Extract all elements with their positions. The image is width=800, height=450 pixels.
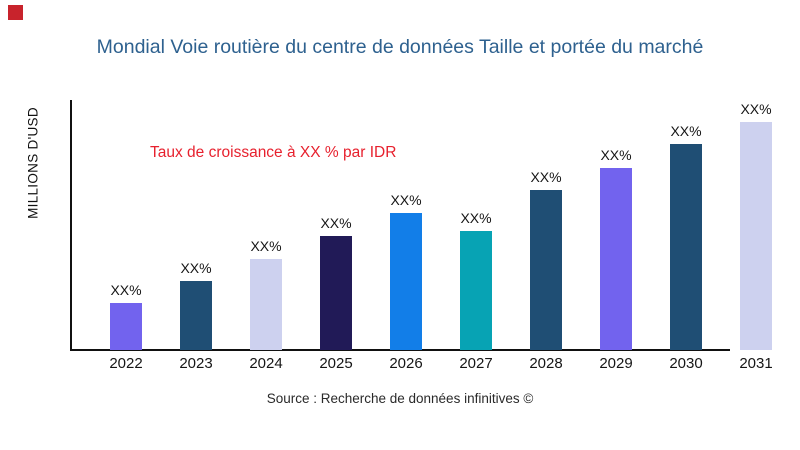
x-tick-label-2025: 2025	[319, 355, 353, 372]
x-tick-label-2026: 2026	[389, 355, 423, 372]
bar-2025	[320, 236, 352, 350]
bar-value-label-2030: XX%	[670, 123, 702, 139]
bar-value-label-2028: XX%	[530, 169, 562, 185]
x-tick-label-2031: 2031	[739, 355, 773, 372]
bar-value-label-2023: XX%	[180, 260, 212, 276]
bar-2029	[600, 168, 632, 350]
y-axis-title: MILLIONS D'USD	[25, 107, 41, 219]
x-tick-label-2023: 2023	[179, 355, 213, 372]
bar-value-label-2024: XX%	[250, 238, 282, 254]
x-tick-label-2024: 2024	[249, 355, 283, 372]
x-tick-label-2029: 2029	[599, 355, 633, 372]
bar-value-label-2027: XX%	[460, 210, 492, 226]
growth-rate-annotation: Taux de croissance à XX % par IDR	[150, 144, 397, 161]
bar-value-label-2022: XX%	[110, 282, 142, 298]
bar-2031	[740, 122, 772, 350]
source-caption: Source : Recherche de données infinitive…	[266, 391, 534, 406]
bar-2026	[390, 213, 422, 350]
bar-2030	[670, 144, 702, 350]
x-tick-label-2028: 2028	[529, 355, 563, 372]
y-axis-line	[70, 100, 72, 350]
bar-2023	[180, 281, 212, 350]
x-axis-line	[70, 349, 730, 351]
bar-value-label-2031: XX%	[740, 101, 772, 117]
bar-2024	[250, 259, 282, 350]
bar-value-label-2029: XX%	[600, 147, 632, 163]
bar-2028	[530, 190, 562, 350]
bar-2027	[460, 231, 492, 350]
x-tick-label-2022: 2022	[109, 355, 143, 372]
bar-value-label-2025: XX%	[320, 215, 352, 231]
x-tick-label-2030: 2030	[669, 355, 703, 372]
chart-title: Mondial Voie routière du centre de donné…	[96, 36, 704, 58]
bar-value-label-2026: XX%	[390, 192, 422, 208]
x-tick-label-2027: 2027	[459, 355, 493, 372]
corner-brand-marker	[8, 5, 23, 20]
bar-2022	[110, 303, 142, 350]
